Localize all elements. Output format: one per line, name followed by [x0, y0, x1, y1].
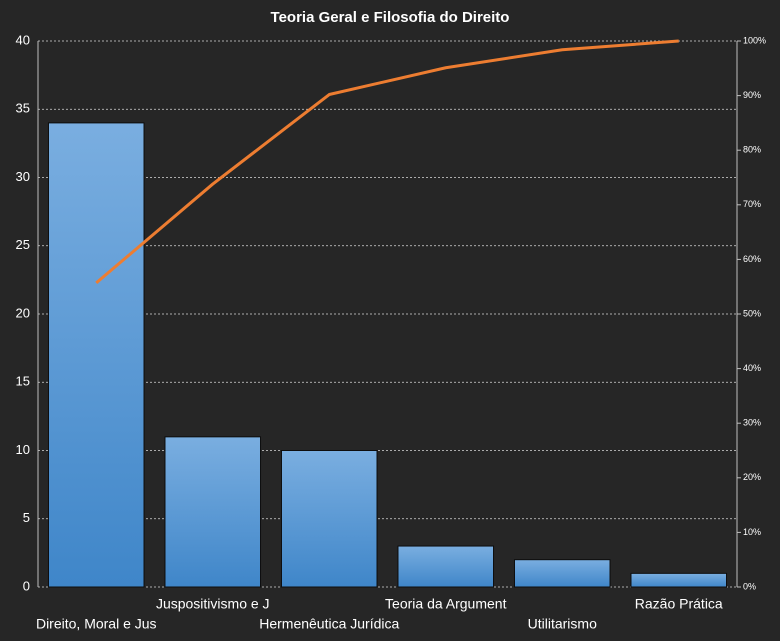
- x-tick-label: Hermenêutica Jurídica: [259, 616, 399, 632]
- y-tick-label: 15: [16, 374, 30, 389]
- bar: [397, 545, 495, 588]
- bar: [47, 122, 145, 588]
- y-tick-label: 5: [23, 510, 30, 525]
- y-tick-label: 30: [16, 169, 30, 184]
- y-tick-label: 0: [23, 578, 30, 593]
- bar: [630, 572, 728, 588]
- y-tick-label: 35: [16, 101, 30, 116]
- y-tick-label: 25: [16, 237, 30, 252]
- bar: [164, 436, 262, 588]
- y2-tick-label: 40%: [743, 363, 761, 373]
- y2-tick-label: 50%: [743, 308, 761, 318]
- y-tick-label: 20: [16, 305, 30, 320]
- y2-tick-label: 30%: [743, 418, 761, 428]
- y2-tick-label: 0%: [743, 581, 756, 591]
- y2-tick-label: 20%: [743, 472, 761, 482]
- bar: [280, 450, 378, 588]
- y2-tick-label: 80%: [743, 145, 761, 155]
- cumulative-line: [95, 39, 679, 285]
- y-tick-label: 40: [16, 32, 30, 47]
- x-tick-label: Direito, Moral e Jus: [36, 616, 157, 632]
- chart-title: Teoria Geral e Filosofia do Direito: [271, 9, 510, 26]
- y2-tick-label: 60%: [743, 254, 761, 264]
- x-tick-label: Razão Prática: [635, 596, 723, 612]
- x-tick-label: Teoria da Argument: [385, 596, 507, 612]
- bar: [513, 559, 611, 588]
- y2-tick-label: 90%: [743, 90, 761, 100]
- x-tick-label: Utilitarismo: [528, 616, 597, 632]
- y2-tick-label: 100%: [743, 35, 766, 45]
- y2-tick-label: 70%: [743, 199, 761, 209]
- x-tick-label: Juspositivismo e J: [156, 596, 270, 612]
- y-tick-label: 10: [16, 442, 30, 457]
- y2-tick-label: 10%: [743, 527, 761, 537]
